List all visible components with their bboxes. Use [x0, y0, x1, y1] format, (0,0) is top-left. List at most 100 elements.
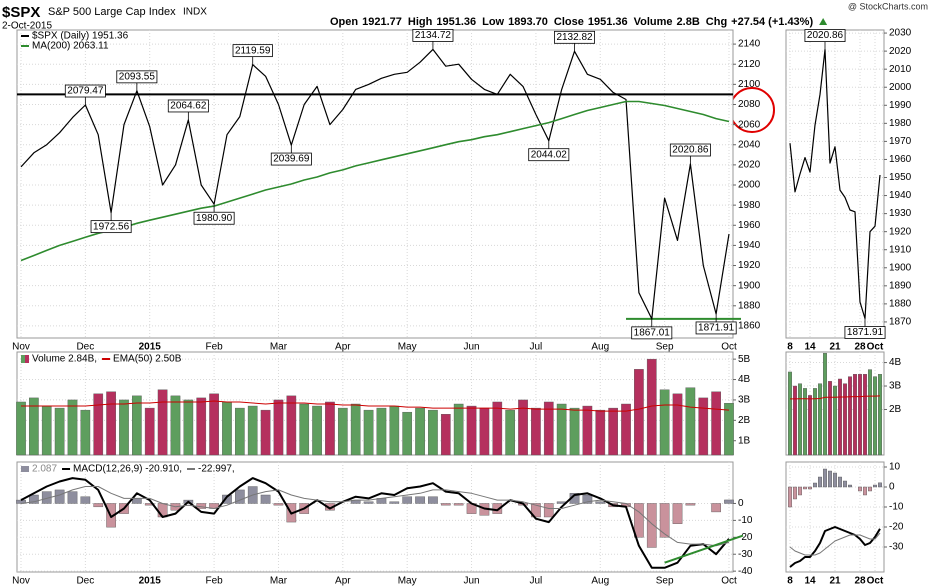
- y-tick-label: 2140: [738, 39, 761, 50]
- value-label: 1871.91: [698, 323, 735, 334]
- watermark: @ StockCharts.com: [848, 1, 928, 11]
- x-tick-label: Oct: [721, 342, 737, 353]
- y-tick-label: -20: [738, 532, 753, 543]
- bar: [389, 501, 400, 504]
- quote-value: 1893.70: [508, 16, 548, 28]
- series-line: [21, 400, 730, 412]
- bar: [828, 381, 833, 456]
- legend-label: $SPX (Daily) 1951.36: [32, 31, 129, 42]
- bar: [247, 405, 258, 456]
- series-line: [20, 48, 730, 320]
- change-arrow: [819, 18, 828, 25]
- x-tick-label: Dec: [76, 342, 94, 353]
- bar: [543, 503, 554, 518]
- value-label: 1972.56: [93, 221, 130, 232]
- bar: [868, 486, 873, 492]
- bar: [80, 496, 91, 504]
- bar: [209, 393, 219, 456]
- x-tick-label: Sep: [656, 576, 674, 586]
- bar: [273, 503, 284, 506]
- y-tick-label: 2080: [738, 99, 761, 110]
- panel-frame: [16, 461, 734, 573]
- y-tick-label: 10: [889, 462, 901, 473]
- y-tick-label: 4B: [738, 374, 751, 385]
- label-box: [193, 211, 235, 225]
- y-tick-label: 1900: [889, 262, 912, 273]
- bar: [453, 503, 464, 506]
- y-tick-label: 1900: [738, 280, 761, 291]
- y-tick-label: 1920: [738, 260, 761, 271]
- bar: [363, 409, 374, 456]
- y-tick-label: 2060: [738, 119, 761, 130]
- quote-value: 1951.36: [436, 16, 476, 28]
- x-tick-label: May: [398, 342, 417, 353]
- label-box: [844, 326, 886, 339]
- y-tick-label: 2B: [889, 404, 902, 415]
- bar: [878, 374, 883, 456]
- quote-label: High: [408, 16, 433, 28]
- label-box: [412, 29, 454, 42]
- bar: [453, 403, 464, 456]
- y-tick-label: -10: [738, 515, 753, 526]
- label-box: [528, 148, 570, 162]
- y-tick-label: 1B: [738, 435, 751, 446]
- value-label: 2134.72: [415, 30, 452, 41]
- bar: [788, 371, 793, 456]
- bar: [858, 486, 863, 492]
- bar: [157, 503, 168, 518]
- bar: [29, 494, 39, 504]
- label-box: [116, 70, 158, 84]
- value-label: 1980.90: [196, 213, 233, 224]
- bar: [299, 403, 310, 456]
- bar: [440, 503, 451, 506]
- bar: [813, 482, 818, 488]
- y-tick-label: 1910: [889, 244, 912, 255]
- bar: [531, 503, 541, 518]
- label-box: [695, 321, 737, 335]
- legend-label: Volume 2.84B,: [32, 354, 97, 365]
- bar: [793, 385, 798, 456]
- value-label: 2020.86: [807, 30, 844, 41]
- bar: [402, 411, 413, 456]
- bar: [415, 496, 425, 504]
- y-tick-label: -10: [889, 502, 904, 513]
- quote-value: 2.8B: [677, 16, 700, 28]
- y-tick-label: 0: [738, 498, 744, 509]
- bar: [798, 486, 803, 496]
- bar: [196, 397, 207, 456]
- bar: [260, 494, 271, 504]
- x-tick-label: 21: [829, 342, 841, 353]
- y-tick-label: 3B: [889, 381, 902, 392]
- bar: [853, 374, 858, 456]
- label-box: [270, 152, 312, 166]
- y-tick-label: 2010: [889, 64, 912, 75]
- y-tick-label: 1990: [889, 100, 912, 111]
- quote-value: 1921.77: [362, 16, 402, 28]
- value-label: 1871.91: [847, 327, 884, 338]
- value-label: 2079.47: [67, 86, 104, 97]
- y-tick-label: 5B: [738, 354, 751, 365]
- x-tick-label: Aug: [591, 342, 609, 353]
- y-tick-label: 1940: [738, 240, 761, 251]
- bar: [350, 403, 361, 456]
- x-tick-label: 21: [829, 576, 841, 586]
- bar: [132, 395, 142, 456]
- y-tick-label: 1960: [889, 154, 912, 165]
- bar: [818, 383, 823, 456]
- x-tick-label: Jun: [463, 342, 479, 353]
- x-tick-label: Sep: [656, 342, 674, 353]
- bar: [144, 407, 155, 456]
- legend-label: MA(200) 2063.11: [32, 41, 109, 52]
- y-tick-label: 2020: [738, 160, 761, 171]
- y-tick-label: 1880: [738, 300, 761, 311]
- bar: [863, 486, 868, 496]
- bar: [595, 501, 606, 504]
- bar: [724, 402, 734, 456]
- bar: [634, 369, 644, 456]
- bar: [582, 494, 593, 504]
- x-tick-label: Dec: [76, 576, 94, 586]
- bar: [659, 389, 670, 456]
- bar: [67, 399, 78, 456]
- y-tick-label: -20: [889, 522, 904, 533]
- value-label: 2093.55: [119, 71, 156, 82]
